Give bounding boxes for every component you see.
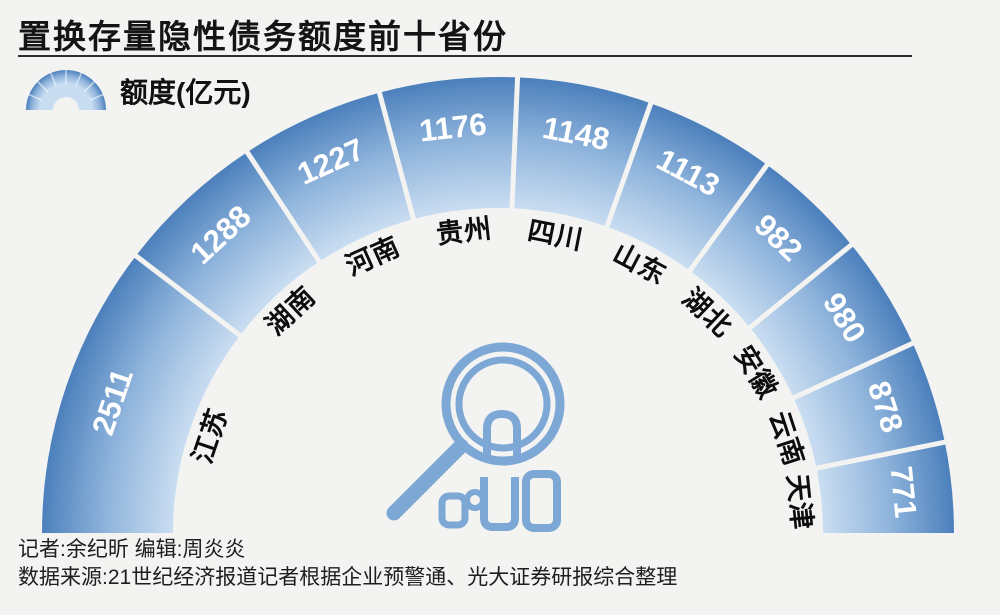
gauge-segment-山东: [606, 103, 768, 271]
legend-gauge-shape: [26, 70, 106, 110]
legend-gauge-tick: [27, 93, 43, 101]
gauge-segment-贵州: [379, 77, 518, 220]
page-title: 置换存量隐性债务额度前十省份: [18, 18, 508, 55]
gauge-segment-云南: [793, 343, 945, 469]
gauge-category-label: 贵州: [435, 213, 495, 250]
segment-divider: [745, 242, 854, 332]
segment-divider: [813, 439, 947, 472]
gauge-segment-湖北: [689, 164, 852, 328]
legend-gauge-tick: [49, 71, 57, 87]
segment-divider: [509, 76, 521, 212]
chart-legend: 额度(亿元): [24, 66, 251, 112]
gauge-arc-icon: [26, 69, 106, 110]
gauge-segment-河南: [247, 92, 414, 262]
gauge-segment-江苏: [42, 255, 240, 533]
segment-divider: [686, 162, 770, 275]
segment-divider: [244, 149, 323, 266]
segment-divider: [603, 101, 654, 231]
gauge-category-label: 天津: [782, 473, 818, 532]
gauge-segment-四川: [511, 77, 651, 227]
credits: 记者:余纪昕 编辑:周炎炎 数据来源:21世纪经济报道记者根据企业预警通、光大证…: [18, 536, 677, 592]
gauge-segment-天津: [816, 442, 954, 533]
legend-gauge-tick: [36, 80, 49, 93]
data-source-line: 数据来源:21世纪经济报道记者根据企业预警通、光大证券研报综合整理: [18, 566, 678, 589]
segment-divider: [789, 340, 915, 402]
segment-divider: [133, 253, 244, 340]
title-underline: [18, 55, 912, 57]
reporter-editor-line: 记者:余纪昕 编辑:周炎炎: [18, 538, 246, 561]
legend-gauge-tick: [89, 93, 105, 101]
segment-divider: [376, 91, 417, 223]
legend-gauge-tick: [83, 80, 96, 93]
legend-gauge-tick: [75, 71, 83, 87]
legend-label: 额度(亿元): [120, 77, 251, 108]
gauge-value-label: 771: [883, 464, 924, 520]
